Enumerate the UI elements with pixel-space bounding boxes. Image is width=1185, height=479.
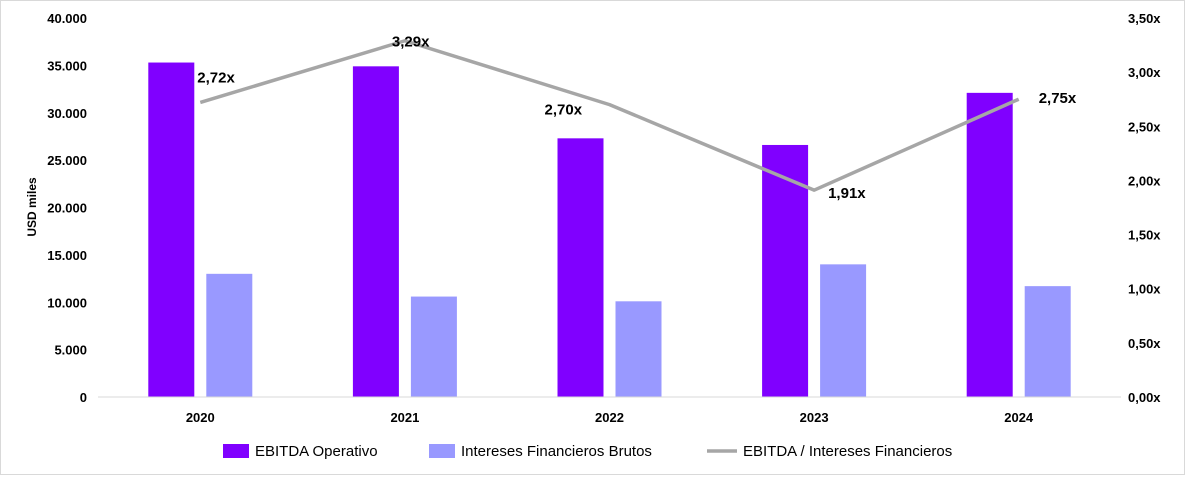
x-tick-label: 2021 [390,410,419,425]
ratio-line [199,38,1020,192]
x-tick-label: 2023 [800,410,829,425]
bar-intereses-financieros [1024,286,1071,397]
x-tick-label: 2022 [595,410,624,425]
y2-tick-label: 2,00x [1128,173,1161,188]
bar-ebitda-operativo [762,144,809,397]
y2-tick-label: 3,00x [1128,65,1161,80]
bar-ebitda-operativo [148,62,195,397]
bar-intereses-financieros [820,264,867,397]
left-axis-ticks: 0 5.000 10.000 15.000 20.000 25.000 30.000 35.0… [47,11,87,405]
y-axis-label: USD miles [25,177,39,237]
legend-item-ratio: EBITDA / Intereses Financieros [707,443,952,460]
bar-ebitda-operativo [352,66,399,397]
ratio-data-label: 3,29x [392,34,430,51]
y-tick-label: 35.000 [47,58,87,73]
legend-label: Intereses Financieros Brutos [461,443,652,460]
ratio-data-label: 2,72x [197,69,235,86]
legend-swatch [223,444,249,458]
y2-tick-label: 2,50x [1128,119,1161,134]
bar-ebitda-operativo [966,92,1013,397]
x-tick-label: 2020 [186,410,215,425]
bar-intereses-financieros [410,296,457,397]
y-tick-label: 5.000 [54,343,87,358]
y2-tick-label: 1,50x [1128,228,1161,243]
legend: EBITDA Operativo Intereses Financieros Br… [223,443,952,460]
y-tick-label: 25.000 [47,153,87,168]
bar-intereses-financieros [615,301,662,397]
line-series-group: 2,72x 3,29x 2,70x 1,91x 2,75x [197,34,1077,202]
y-tick-label: 20.000 [47,201,87,216]
y2-tick-label: 0,50x [1128,336,1161,351]
legend-label: EBITDA / Intereses Financieros [743,443,952,460]
ratio-data-label: 2,75x [1039,90,1077,107]
ratio-data-label: 1,91x [828,185,866,202]
y2-tick-label: 3,50x [1128,11,1161,26]
legend-item-ebitda-operativo: EBITDA Operativo [223,443,378,460]
bar-ebitda-operativo [557,138,604,397]
ratio-data-label: 2,70x [545,102,583,119]
legend-item-intereses-financieros: Intereses Financieros Brutos [429,443,652,460]
y-tick-label: 40.000 [47,11,87,26]
y-tick-label: 30.000 [47,106,87,121]
legend-swatch [429,444,455,458]
x-tick-label: 2024 [1004,410,1034,425]
y-tick-label: 15.000 [47,248,87,263]
y-tick-label: 0 [80,390,87,405]
right-axis-ticks: 0,00x 0,50x 1,00x 1,50x 2,00x 2,50x 3,00x 3,50x [1128,11,1161,405]
bar-intereses-financieros [206,273,253,397]
legend-label: EBITDA Operativo [255,443,378,460]
x-axis-ticks: 2020 2021 2022 2023 2024 [186,410,1034,425]
y2-tick-label: 0,00x [1128,390,1161,405]
bars-group [148,62,1071,397]
y-tick-label: 10.000 [47,295,87,310]
y2-tick-label: 1,00x [1128,282,1161,297]
